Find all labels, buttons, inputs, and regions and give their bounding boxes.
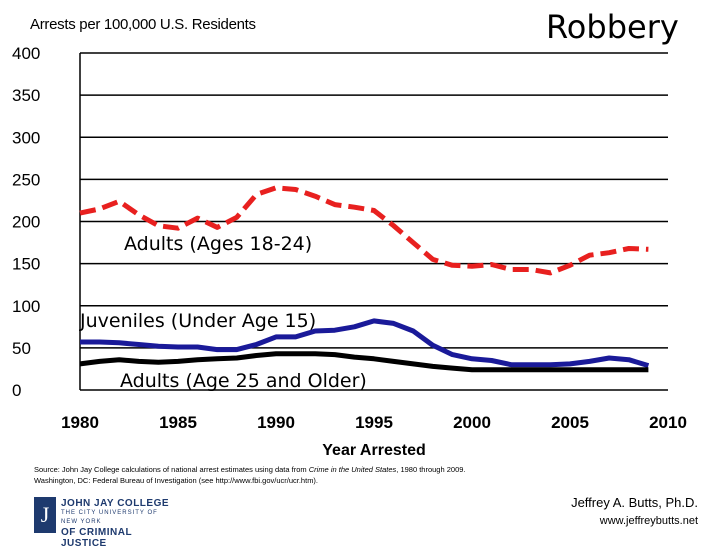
series-line-3 [79,351,649,373]
series-annotation: Adults (Age 25 and Older) [120,370,367,392]
y-tick-label: 300 [12,128,40,147]
series-annotation: Juveniles (Under Age 15) [79,310,316,332]
john-jay-logo: J JOHN JAY COLLEGE THE CITY UNIVERSITY O… [34,497,174,549]
logo-line3: OF CRIMINAL JUSTICE [61,527,132,549]
college-name: JOHN JAY COLLEGE THE CITY UNIVERSITY OF … [61,498,174,549]
source-line1-prefix: Source: John Jay College calculations of… [34,465,309,474]
y-tick-label: 350 [12,86,40,105]
x-tick-label: 1995 [355,413,393,432]
y-tick-label: 400 [12,44,40,63]
x-tick-label: 1990 [257,413,295,432]
y-axis-title: Arrests per 100,000 U.S. Residents [30,16,256,33]
y-tick-label: 100 [12,297,40,316]
source-line1-suffix: , 1980 through 2009. [396,465,466,474]
y-tick-label: 150 [12,255,40,274]
source-note: Source: John Jay College calculations of… [34,464,594,486]
author-name: Jeffrey A. Butts, Ph.D. [571,495,698,510]
series-annotation: Adults (Ages 18-24) [124,233,312,255]
chart-title: Robbery [546,8,679,46]
logo-line1: JOHN JAY COLLEGE [61,498,170,509]
series-line-1 [79,185,649,276]
y-tick-label: 250 [12,170,40,189]
y-tick-label: 200 [12,213,40,232]
x-tick-label: 2010 [649,413,687,432]
y-tick-label: 50 [12,339,31,358]
author-block: Jeffrey A. Butts, Ph.D. www.jeffreybutts… [571,493,698,531]
author-website: www.jeffreybutts.net [599,515,698,527]
college-seal-icon: J [34,497,56,533]
source-line2: Washington, DC: Federal Bureau of Invest… [34,476,319,485]
x-tick-label: 2005 [551,413,589,432]
x-tick-label: 1980 [61,413,99,432]
x-tick-label: 1985 [159,413,197,432]
x-axis-title: Year Arrested [322,442,425,459]
series-line-2 [80,318,650,368]
logo-line2: THE CITY UNIVERSITY OF NEW YORK [61,510,158,525]
source-publication-title: Crime in the United States [308,465,397,474]
y-tick-label: 0 [12,381,21,400]
x-tick-label: 2000 [453,413,491,432]
